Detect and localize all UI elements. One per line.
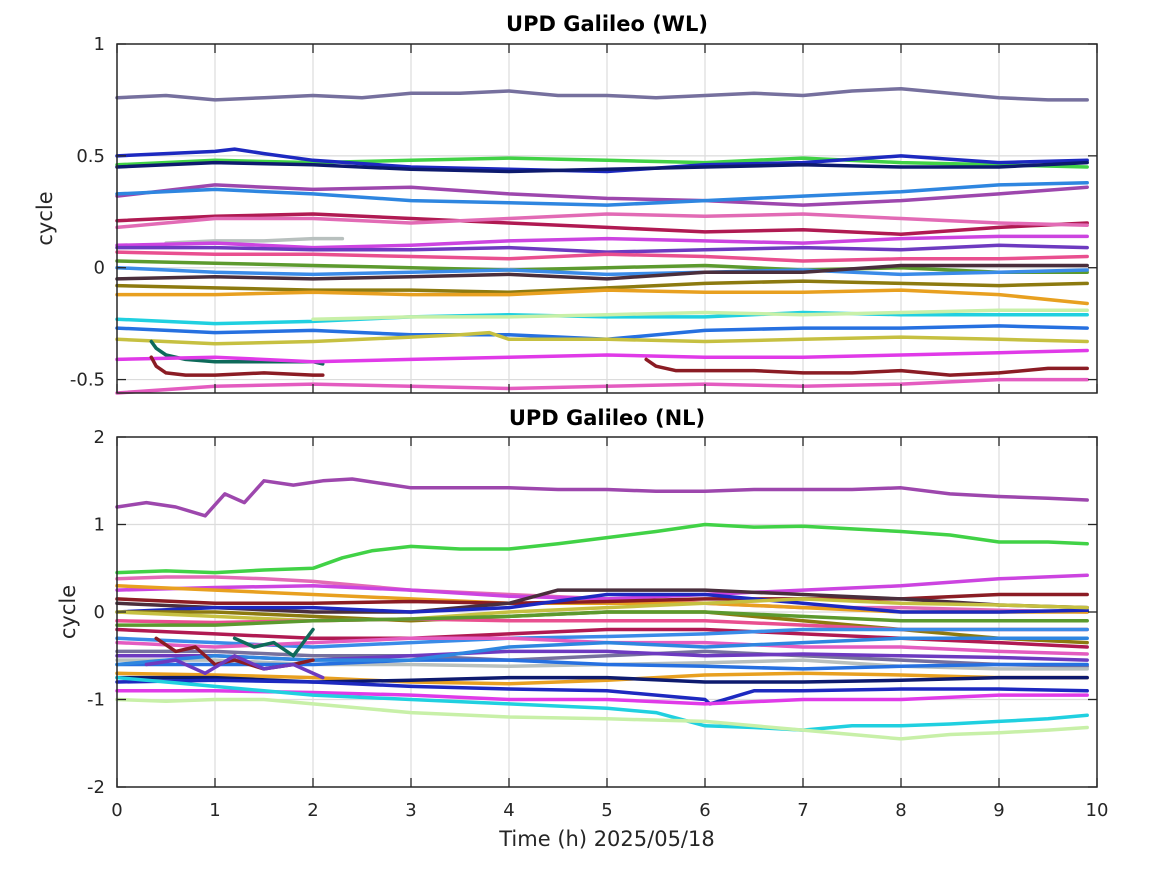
wl-ticks: -0.5 0 0.5 1 — [70, 34, 1098, 393]
wl-series-line-11 — [115, 250, 1089, 263]
wl-series-line-6 — [115, 212, 1089, 236]
nl-series-group — [115, 477, 1089, 741]
nl-y-tick-label: 2 — [94, 427, 105, 448]
nl-series-line-19 — [115, 636, 1089, 667]
nl-axes: 0 1 2 3 4 5 6 7 8 9 10 -2 -1 0 1 2 UPD Galileo (NL) cyc… — [56, 406, 1108, 851]
nl-y-axis-label: cycle — [56, 585, 80, 639]
wl-series-line-12 — [115, 259, 1089, 274]
wl-series-line-13 — [115, 265, 1089, 277]
wl-series-line-9 — [115, 234, 1089, 250]
wl-series-line-15 — [115, 279, 1089, 295]
nl-series-line-22 — [115, 678, 1089, 706]
wl-series-line-4 — [115, 183, 1089, 207]
wl-series-line-0 — [115, 86, 1089, 102]
wl-series-line-2 — [115, 147, 1089, 174]
nl-series-line-15 — [115, 649, 1089, 669]
wl-series-line-3 — [115, 160, 1089, 174]
nl-series-line-7 — [115, 592, 1089, 614]
wl-series-line-8 — [164, 236, 345, 245]
nl-series-line-1 — [115, 522, 1089, 575]
wl-series-line-14 — [115, 263, 1089, 281]
nl-x-tick-label: 5 — [601, 800, 612, 821]
wl-series-line-22 — [115, 348, 1089, 364]
nl-y-tick-label: -2 — [87, 777, 105, 798]
nl-series-line-9 — [115, 597, 1089, 623]
wl-y-tick-label: 0 — [94, 258, 105, 279]
nl-x-tick-label: 7 — [797, 800, 808, 821]
nl-x-tick-label: 0 — [111, 800, 122, 821]
nl-series-line-11 — [115, 610, 1089, 627]
nl-x-tick-label: 2 — [307, 800, 318, 821]
wl-series-line-10 — [115, 243, 1089, 254]
nl-series-line-3 — [115, 573, 1089, 601]
wl-series-line-18 — [311, 308, 1089, 321]
wl-y-tick-label: 1 — [94, 34, 105, 55]
nl-x-tick-label: 9 — [993, 800, 1004, 821]
nl-series-line-18 — [115, 658, 1089, 671]
wl-series-line-20 — [115, 330, 1089, 346]
nl-series-line-25 — [115, 697, 1089, 741]
wl-chart-title: UPD Galileo (WL) — [506, 12, 708, 36]
nl-x-tick-label: 6 — [699, 800, 710, 821]
nl-x-tick-label: 1 — [209, 800, 220, 821]
wl-y-tick-label: -0.5 — [70, 370, 105, 391]
nl-series-line-5 — [115, 592, 1089, 606]
nl-y-tick-label: 1 — [94, 515, 105, 536]
nl-y-tick-label: -1 — [87, 690, 105, 711]
nl-series-line-6 — [115, 588, 1089, 614]
nl-x-axis-label: Time (h) 2025/05/18 — [498, 827, 714, 851]
wl-series-line-1 — [115, 156, 1089, 169]
wl-axes: -0.5 0 0.5 1 UPD Galileo (WL) cycle — [33, 12, 1098, 395]
nl-series-line-20 — [115, 671, 1089, 686]
wl-y-tick-label: 0.5 — [76, 146, 105, 167]
wl-y-axis-label: cycle — [33, 191, 57, 245]
nl-x-tick-label: 10 — [1086, 800, 1109, 821]
wl-series-line-23 — [149, 355, 325, 377]
wl-series-line-16 — [115, 288, 1089, 306]
nl-series-line-0 — [115, 477, 1089, 518]
nl-y-tick-label: 0 — [94, 602, 105, 623]
wl-series-group — [115, 86, 1089, 395]
nl-series-line-28 — [144, 654, 325, 680]
nl-x-tick-label: 4 — [503, 800, 514, 821]
wl-series-line-5 — [115, 180, 1089, 207]
wl-series-line-24 — [644, 357, 1089, 377]
nl-ticks: 0 1 2 3 4 5 6 7 8 9 10 -2 -1 0 1 2 — [87, 427, 1108, 821]
nl-chart-title: UPD Galileo (NL) — [509, 406, 705, 430]
nl-x-tick-label: 8 — [895, 800, 906, 821]
wl-series-line-7 — [115, 212, 1089, 230]
wl-series-line-17 — [115, 310, 1089, 326]
nl-series-line-26 — [232, 627, 315, 658]
nl-x-tick-label: 3 — [405, 800, 416, 821]
